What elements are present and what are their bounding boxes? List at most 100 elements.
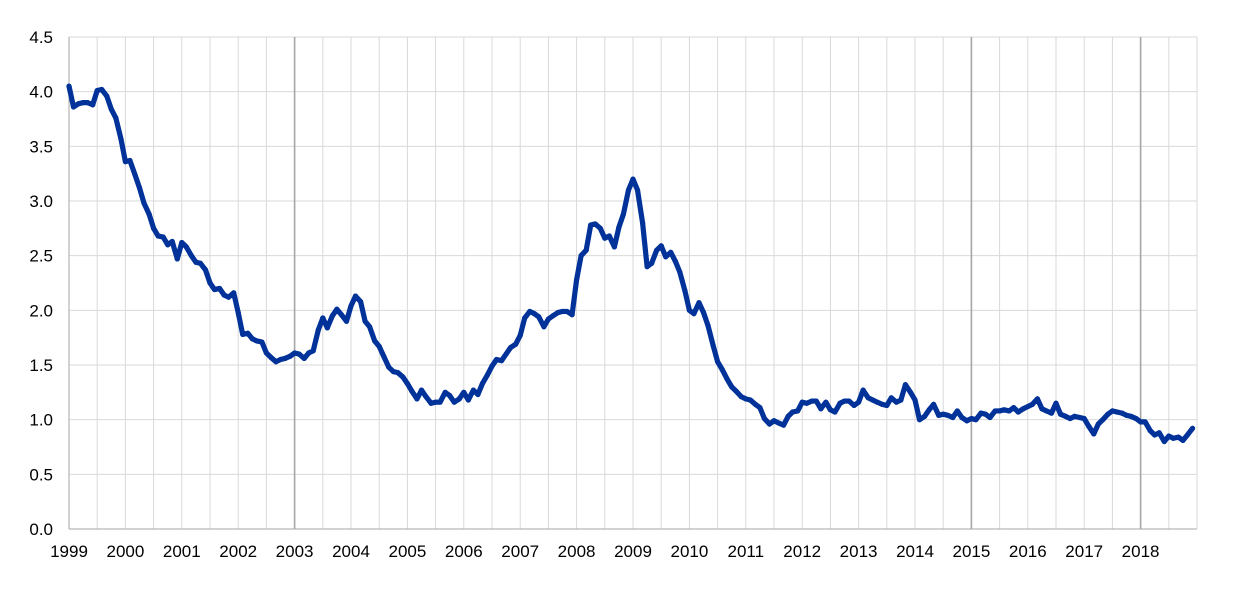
- data-point: [959, 414, 965, 421]
- x-tick-label: 2006: [445, 542, 483, 561]
- data-point: [1095, 421, 1101, 427]
- data-point: [541, 324, 547, 330]
- data-point: [493, 356, 500, 363]
- data-point: [1029, 401, 1035, 407]
- data-point: [747, 397, 753, 403]
- data-point: [1184, 432, 1191, 438]
- x-tick-label: 2009: [614, 542, 652, 561]
- data-point: [574, 277, 580, 283]
- data-point: [1119, 410, 1125, 416]
- data-point: [489, 363, 495, 369]
- data-point: [122, 159, 128, 165]
- data-point: [719, 366, 725, 372]
- data-point: [324, 325, 330, 331]
- data-point: [1081, 415, 1087, 422]
- data-point: [1175, 434, 1181, 440]
- data-point: [841, 398, 848, 404]
- data-point: [945, 412, 951, 418]
- x-tick-label: 2008: [558, 542, 596, 561]
- y-tick-label: 2.5: [29, 247, 53, 266]
- data-point: [997, 408, 1003, 414]
- data-point: [456, 396, 462, 402]
- data-point: [155, 233, 161, 239]
- data-point: [433, 399, 439, 405]
- data-point: [1062, 413, 1069, 419]
- data-point: [127, 157, 133, 164]
- data-point: [658, 243, 664, 249]
- x-tick-label: 2013: [840, 542, 878, 561]
- data-point: [197, 260, 204, 266]
- data-point: [245, 330, 251, 336]
- x-tick-label: 2014: [896, 542, 934, 561]
- data-point: [367, 324, 373, 330]
- data-point: [151, 225, 157, 231]
- data-point: [757, 405, 763, 411]
- data-point: [343, 318, 350, 324]
- data-point: [386, 364, 392, 370]
- data-point: [1128, 413, 1134, 419]
- y-tick-label: 4.5: [29, 28, 53, 47]
- data-point: [1091, 431, 1097, 437]
- data-point: [625, 187, 632, 193]
- data-point: [1025, 403, 1031, 410]
- data-point: [465, 397, 471, 403]
- data-point: [1161, 438, 1167, 445]
- data-point: [691, 311, 697, 317]
- data-point: [992, 408, 998, 414]
- data-point: [508, 344, 514, 351]
- x-tick-label: 2003: [276, 542, 314, 561]
- data-point: [1138, 419, 1144, 425]
- data-point: [277, 356, 284, 363]
- data-point: [775, 420, 782, 426]
- data-point: [1067, 415, 1073, 422]
- data-point: [879, 401, 885, 407]
- data-point: [146, 211, 152, 217]
- data-point: [564, 308, 570, 315]
- data-point: [202, 267, 209, 273]
- data-point: [273, 359, 279, 365]
- y-tick-label: 0.0: [29, 520, 53, 539]
- series-line: [66, 83, 1196, 445]
- data-point: [1105, 411, 1111, 417]
- data-point: [461, 389, 467, 395]
- data-point: [870, 397, 876, 403]
- x-tick-label: 2011: [728, 542, 765, 561]
- data-point: [766, 421, 773, 427]
- data-point: [1057, 411, 1064, 417]
- x-tick-label: 2016: [1009, 542, 1047, 561]
- data-point: [809, 398, 815, 404]
- data-point: [616, 224, 622, 230]
- data-point: [771, 418, 777, 424]
- data-point: [381, 353, 387, 359]
- data-point: [851, 402, 857, 409]
- x-axis-tick-labels: 1999 2000 2001 2002 2003 2004 2005 2006 2007 2008…: [50, 542, 1159, 561]
- data-point: [743, 396, 749, 402]
- data-point: [348, 303, 354, 309]
- data-point: [785, 413, 791, 419]
- data-point: [400, 374, 406, 380]
- x-tick-label: 1999: [50, 542, 88, 561]
- data-point: [1077, 414, 1083, 421]
- series-layer: [66, 83, 1196, 445]
- data-point: [1006, 408, 1012, 414]
- data-point: [1114, 409, 1120, 415]
- data-point: [390, 368, 396, 375]
- data-point: [555, 309, 561, 316]
- data-point: [108, 106, 114, 112]
- data-point: [578, 253, 584, 259]
- data-point: [902, 382, 909, 388]
- data-point: [916, 417, 923, 423]
- data-point: [240, 331, 246, 337]
- data-point: [423, 394, 429, 400]
- data-point: [846, 398, 852, 404]
- data-point: [409, 388, 415, 394]
- data-point: [907, 389, 914, 395]
- data-point: [926, 407, 932, 413]
- data-point: [1020, 406, 1026, 412]
- data-point: [668, 249, 674, 255]
- data-point: [221, 292, 227, 298]
- data-point: [1180, 437, 1186, 444]
- data-point: [1109, 408, 1115, 414]
- x-tick-label: 2018: [1122, 542, 1160, 561]
